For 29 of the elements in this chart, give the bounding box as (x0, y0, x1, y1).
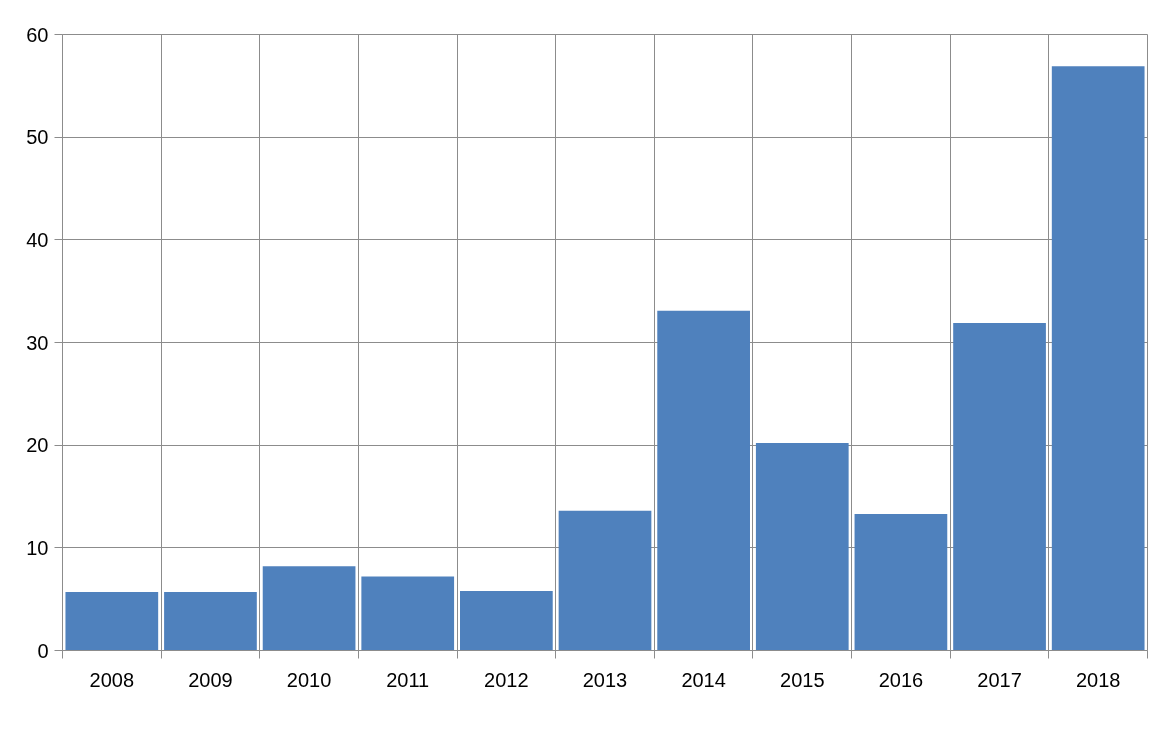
x-tick-label: 2014 (681, 668, 726, 691)
bar (854, 513, 948, 651)
x-tick-label: 2018 (1075, 668, 1121, 691)
bar (755, 443, 849, 651)
bar (953, 322, 1046, 651)
x-tick-label: 2015 (780, 668, 825, 691)
x-tick-label: 2013 (582, 668, 628, 691)
bar (558, 510, 652, 651)
x-tick-label: 2012 (484, 668, 529, 691)
x-tick-label: 2008 (89, 668, 135, 691)
bar (361, 576, 455, 651)
bar (164, 591, 257, 651)
y-tick-label: 20 (26, 434, 49, 457)
x-tick-label: 2017 (977, 668, 1022, 691)
y-tick-label: 50 (26, 126, 49, 149)
y-tick-label: 30 (26, 331, 49, 354)
x-tick-label: 2009 (188, 668, 233, 691)
bar (65, 591, 159, 651)
x-tick-label: 2011 (386, 668, 430, 691)
y-tick-label: 40 (26, 228, 49, 251)
bar (460, 590, 553, 651)
y-tick-label: 10 (26, 536, 49, 559)
bar (262, 566, 356, 651)
bar (1051, 66, 1145, 651)
y-tick-label: 60 (26, 23, 49, 46)
x-tick-label: 2010 (286, 668, 332, 691)
bar (657, 310, 750, 651)
x-tick-label: 2016 (878, 668, 924, 691)
y-tick-label: 0 (37, 639, 49, 662)
